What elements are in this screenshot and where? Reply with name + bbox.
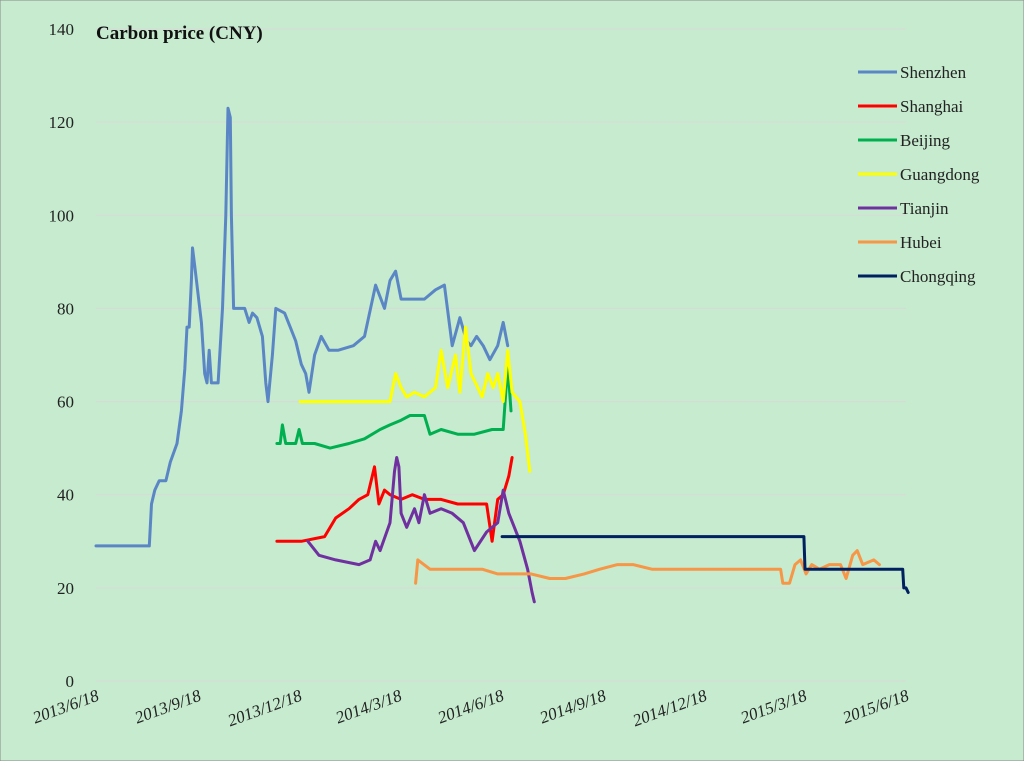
legend-label-shenzhen: Shenzhen (900, 63, 967, 82)
y-tick-label: 20 (57, 579, 74, 598)
y-tick-label: 120 (49, 113, 75, 132)
series-line-chongqing (500, 535, 910, 594)
y-tick-label: 100 (49, 206, 75, 225)
y-tick-label: 140 (49, 20, 75, 39)
series-line-hubei (414, 549, 881, 585)
legend-label-beijing: Beijing (900, 131, 951, 150)
chart-title: Carbon price (CNY) (96, 23, 263, 44)
legend-label-chongqing: Chongqing (900, 267, 976, 286)
legend: Shenzhen Shanghai Beijing Guangdong Tianjin H… (858, 63, 980, 286)
y-tick-label: 60 (57, 393, 74, 412)
legend-label-hubei: Hubei (900, 233, 942, 252)
legend-label-guangdong: Guangdong (900, 165, 980, 184)
series-line-shenzhen (94, 106, 510, 548)
y-tick-label: 0 (66, 672, 75, 691)
series-line-beijing (275, 362, 513, 450)
series-line-tianjin (306, 456, 536, 604)
y-tick-label: 80 (57, 299, 74, 318)
series-line-guangdong (298, 325, 532, 473)
series-line-shanghai (275, 456, 514, 543)
y-tick-label: 40 (57, 486, 74, 505)
legend-label-shanghai: Shanghai (900, 97, 964, 116)
series-layer (94, 106, 910, 604)
legend-label-tianjin: Tianjin (900, 199, 949, 218)
